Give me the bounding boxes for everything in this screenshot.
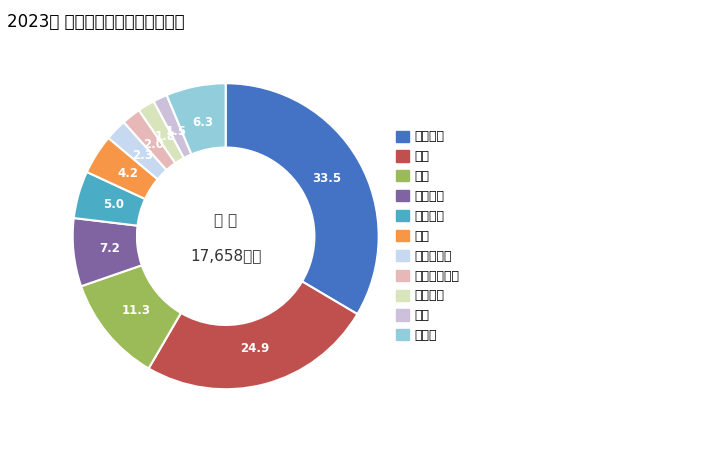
Text: 11.3: 11.3 [122, 304, 151, 317]
Wedge shape [74, 172, 145, 226]
Wedge shape [149, 281, 357, 389]
Text: 総 額: 総 額 [214, 213, 237, 229]
Wedge shape [154, 95, 191, 158]
Text: 2.3: 2.3 [132, 149, 153, 162]
Wedge shape [167, 83, 226, 154]
Text: 17,658万円: 17,658万円 [190, 249, 261, 264]
Wedge shape [108, 122, 167, 179]
Text: 7.2: 7.2 [100, 242, 121, 255]
Wedge shape [73, 218, 142, 286]
Text: 5.0: 5.0 [103, 198, 124, 211]
Wedge shape [81, 265, 181, 369]
Legend: イタリア, 米国, 中国, フランス, メキシコ, 香港, スリランカ, インドネシア, ベトナム, 韓国, その他: イタリア, 米国, 中国, フランス, メキシコ, 香港, スリランカ, インド… [397, 130, 459, 342]
Text: 4.2: 4.2 [117, 167, 138, 180]
Text: 6.3: 6.3 [192, 116, 213, 129]
Text: 33.5: 33.5 [312, 172, 341, 185]
Wedge shape [124, 110, 175, 170]
Text: 2.0: 2.0 [143, 138, 165, 151]
Wedge shape [139, 101, 184, 163]
Text: 1.5: 1.5 [165, 125, 186, 138]
Text: 24.9: 24.9 [240, 342, 269, 356]
Wedge shape [87, 138, 158, 199]
Wedge shape [226, 83, 379, 314]
Text: 1.8: 1.8 [155, 130, 175, 144]
Text: 2023年 輸出相手国のシェア（％）: 2023年 輸出相手国のシェア（％） [7, 14, 185, 32]
